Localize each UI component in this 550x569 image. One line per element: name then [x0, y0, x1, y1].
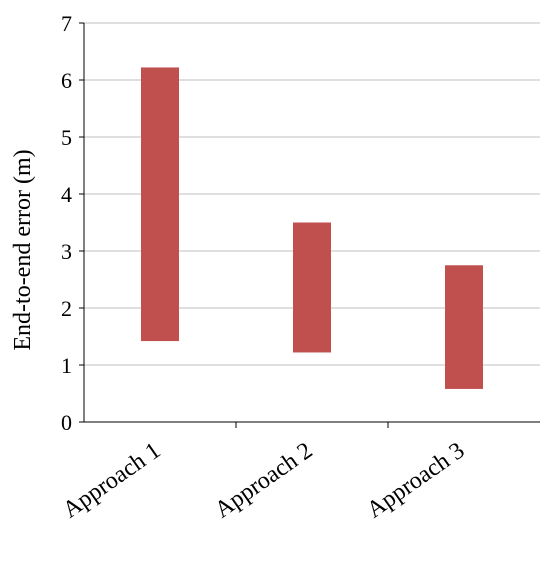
y-tick-label: 3 [61, 239, 72, 264]
bar-2 [293, 222, 331, 353]
y-tick-label: 7 [61, 11, 72, 36]
x-tick-label: Approach 3 [362, 438, 469, 524]
x-tick-label: Approach 2 [210, 438, 317, 524]
y-tick-label: 4 [61, 182, 72, 207]
y-tick-label: 6 [61, 68, 72, 93]
y-tick-label: 2 [61, 296, 72, 321]
y-tick-label: 1 [61, 353, 72, 378]
axes [83, 23, 540, 428]
y-tick-label: 0 [61, 410, 72, 435]
bars [141, 67, 483, 389]
x-tick-labels: Approach 1 Approach 2 Approach 3 [58, 438, 469, 524]
x-tick-label: Approach 1 [58, 438, 165, 524]
y-tick-label: 5 [61, 125, 72, 150]
bar-3 [445, 265, 483, 389]
y-axis-title: End-to-end error (m) [10, 149, 36, 350]
bar-1 [141, 67, 179, 342]
y-tick-labels: 0 1 2 3 4 5 6 7 [61, 11, 84, 435]
